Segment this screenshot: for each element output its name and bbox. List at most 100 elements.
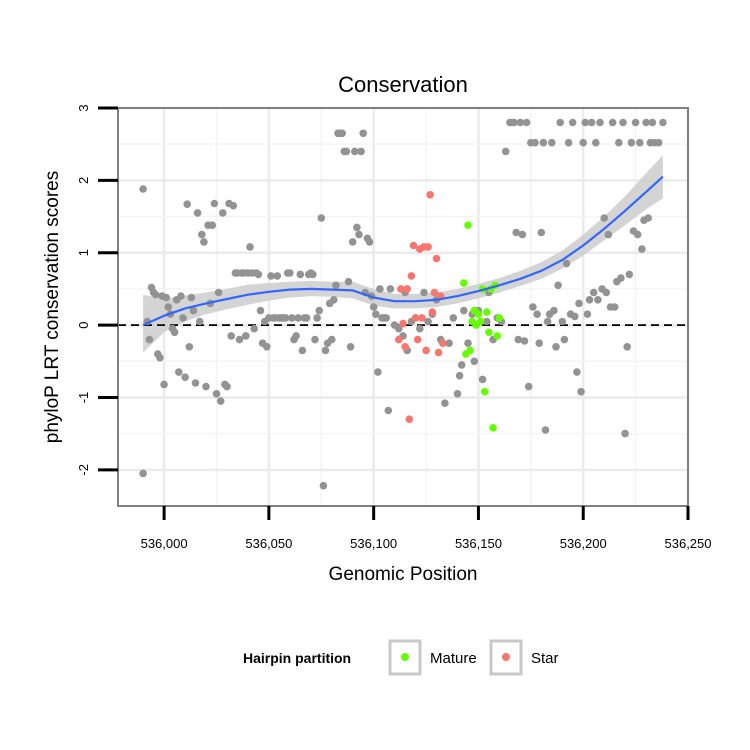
y-tick-label: -1 — [76, 392, 91, 404]
data-point — [195, 317, 204, 326]
data-point-mature — [476, 317, 485, 326]
y-tick-label: 3 — [76, 104, 91, 111]
data-point — [342, 147, 351, 156]
data-point — [321, 346, 330, 355]
y-axis-label: phyloP LRT conservation scores — [42, 171, 63, 444]
data-point — [644, 214, 652, 222]
data-point — [625, 270, 634, 279]
data-point — [524, 382, 533, 391]
data-point — [642, 118, 650, 127]
x-tick-label: 536,000 — [141, 536, 188, 551]
data-point — [219, 209, 227, 217]
data-point — [560, 335, 569, 344]
data-point — [235, 335, 244, 344]
x-tick-label: 536,100 — [350, 536, 397, 551]
data-point — [286, 269, 294, 277]
data-point-star — [422, 346, 430, 355]
chart-title: Conservation — [338, 72, 468, 97]
data-point — [581, 118, 590, 127]
data-point — [568, 118, 577, 127]
data-point — [539, 138, 548, 147]
data-point — [516, 118, 525, 127]
data-point — [648, 118, 657, 127]
data-point — [242, 332, 250, 340]
data-point — [181, 373, 189, 382]
data-point — [351, 147, 359, 156]
legend-label-mature: Mature — [430, 650, 477, 667]
x-tick-label: 536,150 — [455, 536, 502, 551]
data-point — [156, 353, 164, 362]
data-point — [623, 343, 631, 351]
data-point — [529, 303, 537, 311]
data-point — [522, 118, 531, 127]
data-point — [348, 238, 357, 246]
data-point — [577, 387, 585, 396]
data-point-star — [407, 272, 416, 280]
data-point — [457, 361, 466, 369]
data-point-mature — [466, 346, 474, 355]
data-point — [455, 371, 464, 380]
data-point — [189, 306, 198, 315]
data-point — [346, 343, 355, 351]
data-point — [302, 314, 311, 322]
data-point — [216, 397, 225, 405]
data-point — [441, 399, 449, 408]
data-point — [592, 138, 600, 147]
data-point — [229, 201, 238, 210]
points-layer — [139, 118, 667, 490]
x-tick-label: 536,050 — [245, 536, 292, 551]
data-point — [145, 335, 154, 344]
data-point — [627, 138, 636, 147]
data-point — [319, 481, 328, 490]
confidence-ribbon — [143, 155, 663, 353]
data-point — [621, 429, 629, 438]
data-point — [445, 339, 453, 348]
x-axis: 536,000 536,050 536,100 536,150 536,200 536,2… — [141, 506, 712, 551]
data-point-mature — [460, 279, 468, 287]
data-point — [330, 296, 338, 304]
data-point — [556, 118, 564, 127]
data-point — [554, 281, 562, 290]
legend-dot-mature — [401, 653, 409, 661]
data-point — [453, 390, 462, 398]
data-point — [608, 118, 617, 127]
data-point — [246, 243, 254, 251]
data-point — [537, 228, 546, 237]
data-point — [384, 406, 393, 415]
data-point-star — [399, 319, 407, 328]
data-point — [552, 343, 560, 351]
data-point — [631, 118, 640, 127]
smooth-line — [142, 175, 664, 327]
data-point-mature — [474, 310, 483, 319]
data-point — [594, 296, 602, 304]
data-point — [416, 324, 424, 333]
data-point — [372, 310, 380, 319]
data-point — [281, 314, 290, 322]
data-point-mature — [493, 332, 502, 340]
data-point — [617, 274, 625, 282]
data-point-star — [395, 335, 403, 344]
data-point-mature — [480, 387, 489, 396]
data-point — [512, 228, 520, 237]
y-axis: -2 -1 0 1 2 3 — [76, 104, 118, 476]
data-point — [202, 382, 210, 391]
data-point — [317, 214, 326, 222]
data-point — [575, 299, 583, 308]
legend-title: Hairpin partition — [243, 650, 351, 666]
data-point — [183, 200, 191, 208]
data-point — [273, 272, 282, 280]
data-point — [254, 270, 263, 279]
data-point — [424, 317, 432, 326]
y-tick-label: 1 — [76, 249, 91, 256]
data-point-star — [439, 339, 447, 348]
data-point — [357, 147, 365, 156]
data-point — [518, 230, 527, 239]
data-point — [531, 138, 539, 147]
data-point — [267, 272, 275, 280]
data-point — [369, 303, 378, 311]
x-tick-label: 536,250 — [665, 536, 712, 551]
data-point — [309, 270, 317, 279]
data-point — [223, 382, 231, 391]
data-point — [449, 314, 458, 322]
data-point — [619, 118, 627, 127]
